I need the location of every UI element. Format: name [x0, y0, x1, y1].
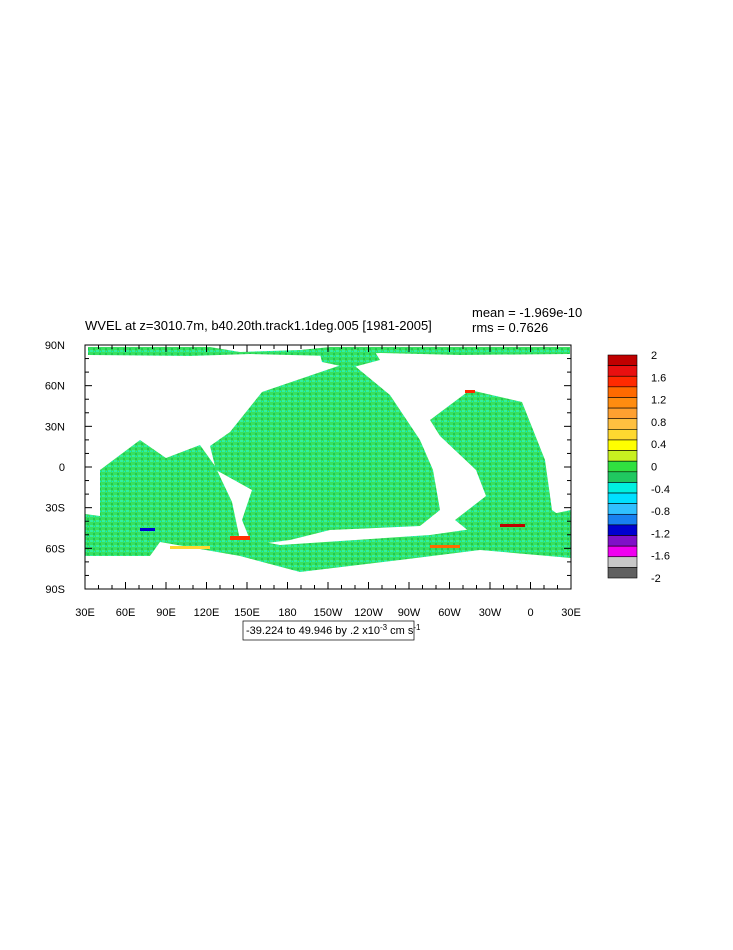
- x-tick-label: 150E: [234, 607, 260, 619]
- y-tick-label: 0: [59, 462, 65, 474]
- x-tick-label: 30E: [561, 607, 581, 619]
- info-text: -39.224 to 49.946 by .2 x10-3 cm s-1: [246, 623, 421, 637]
- colorbar-box: [607, 450, 638, 462]
- pacific: [210, 362, 440, 545]
- x-tick-label: 30W: [479, 607, 502, 619]
- coastal-extremes: [140, 390, 525, 549]
- y-tick-label: 60S: [45, 543, 65, 555]
- colorbar-box: [607, 460, 638, 473]
- colorbar-label: -2: [651, 573, 661, 585]
- colorbar-box: [607, 567, 638, 579]
- colorbar-box: [607, 471, 638, 483]
- y-tick-label: 90N: [45, 340, 65, 352]
- x-tick-label: 150W: [314, 607, 343, 619]
- hotspot: [230, 536, 250, 540]
- x-tick-label: 120W: [354, 607, 383, 619]
- ocean-field: [85, 347, 571, 572]
- x-tick-label: 90E: [156, 607, 176, 619]
- hotspot: [465, 390, 475, 393]
- southern: [85, 510, 571, 572]
- colorbar-box: [607, 354, 638, 366]
- colorbar-box: [607, 429, 638, 441]
- colorbar-box: [607, 365, 638, 377]
- title: WVEL at z=3010.7m, b40.20th.track1.1deg.…: [85, 318, 432, 333]
- colorbar-box: [607, 535, 638, 547]
- hotspot: [430, 545, 460, 548]
- x-tick-label: 120E: [194, 607, 220, 619]
- colorbar-box: [607, 439, 638, 451]
- colorbar-label: 0.4: [651, 439, 666, 451]
- rms: rms = 0.7626: [472, 320, 548, 335]
- y-tick-label: 60N: [45, 381, 65, 393]
- hotspot: [170, 546, 210, 549]
- colorbar-box: [607, 492, 638, 504]
- y-tick-label: 90S: [45, 584, 65, 596]
- x-tick-label: 90W: [398, 607, 421, 619]
- info-exp: -1: [413, 623, 421, 632]
- y-tick-label: 30N: [45, 421, 65, 433]
- hotspot: [500, 524, 525, 527]
- atlantic: [430, 390, 566, 536]
- colorbar-label: 0.8: [651, 417, 666, 429]
- info-exp: -3: [380, 623, 388, 632]
- colorbar-box: [607, 386, 638, 398]
- colorbar-box: [607, 545, 638, 558]
- mean: mean = -1.969e-10: [472, 305, 582, 320]
- colorbar-label: 2: [651, 350, 657, 362]
- x-tick-label: 180: [278, 607, 296, 619]
- colorbar-box: [607, 482, 638, 494]
- colorbar-label: 0: [651, 462, 657, 474]
- colorbar-box: [607, 524, 638, 536]
- colorbar-box: [607, 375, 638, 388]
- colorbar-box: [607, 513, 638, 526]
- colorbar-label: -0.4: [651, 484, 670, 496]
- info-box: [242, 620, 415, 641]
- indian: [100, 440, 240, 540]
- hotspot: [140, 528, 155, 531]
- colorbar-box: [607, 418, 638, 430]
- colorbar-box: [607, 556, 638, 568]
- y-tick-label: 30S: [45, 503, 65, 515]
- info-unit: cm s: [387, 625, 414, 637]
- colorbar-label: -1.2: [651, 528, 670, 540]
- arctic-b: [320, 352, 380, 368]
- colorbar-label: -1.6: [651, 551, 670, 563]
- colorbar-box: [607, 397, 638, 409]
- colorbar-box: [607, 407, 638, 420]
- colorbar-box: [607, 503, 638, 515]
- x-tick-label: 0: [527, 607, 533, 619]
- colorbar-label: 1.2: [651, 395, 666, 407]
- colorbar-label: -0.8: [651, 506, 670, 518]
- colorbar-label: 1.6: [651, 372, 666, 384]
- x-tick-label: 60E: [116, 607, 136, 619]
- x-tick-label: 30E: [75, 607, 95, 619]
- info-main: -39.224 to 49.946 by .2 x10: [246, 625, 380, 637]
- x-tick-label: 60W: [438, 607, 461, 619]
